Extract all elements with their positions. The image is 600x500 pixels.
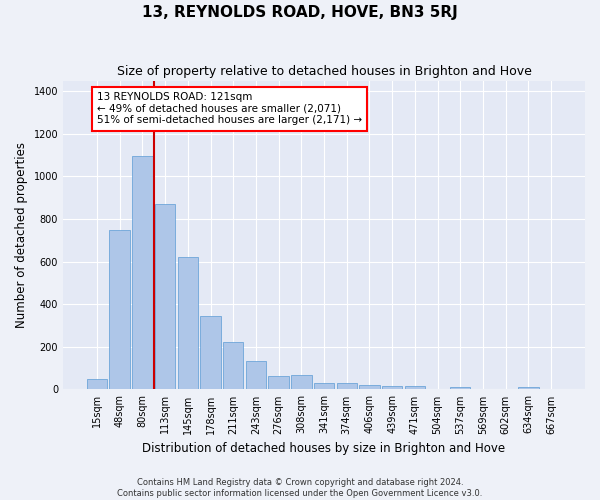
Bar <box>200 316 221 390</box>
Bar <box>382 386 403 390</box>
Bar <box>359 384 380 390</box>
Bar <box>245 360 266 390</box>
Text: 13 REYNOLDS ROAD: 121sqm
← 49% of detached houses are smaller (2,071)
51% of sem: 13 REYNOLDS ROAD: 121sqm ← 49% of detach… <box>97 92 362 126</box>
Bar <box>450 387 470 390</box>
Title: Size of property relative to detached houses in Brighton and Hove: Size of property relative to detached ho… <box>116 65 532 78</box>
Text: Contains HM Land Registry data © Crown copyright and database right 2024.
Contai: Contains HM Land Registry data © Crown c… <box>118 478 482 498</box>
Bar <box>337 383 357 390</box>
Bar <box>518 387 539 390</box>
Bar <box>109 230 130 390</box>
Bar <box>404 386 425 390</box>
Text: 13, REYNOLDS ROAD, HOVE, BN3 5RJ: 13, REYNOLDS ROAD, HOVE, BN3 5RJ <box>142 5 458 20</box>
Bar <box>178 258 198 390</box>
Bar <box>223 342 244 390</box>
Bar <box>314 383 334 390</box>
Y-axis label: Number of detached properties: Number of detached properties <box>15 142 28 328</box>
Bar <box>132 156 152 390</box>
Bar <box>87 379 107 390</box>
Bar <box>268 376 289 390</box>
Bar <box>291 374 311 390</box>
X-axis label: Distribution of detached houses by size in Brighton and Hove: Distribution of detached houses by size … <box>142 442 506 455</box>
Bar <box>155 204 175 390</box>
